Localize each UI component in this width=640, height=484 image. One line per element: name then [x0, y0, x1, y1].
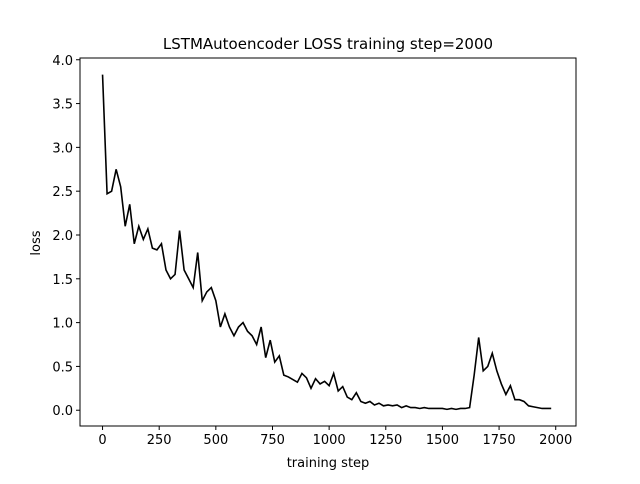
y-tick-label: 2.5 [52, 185, 73, 200]
y-tick-label: 0.5 [52, 360, 73, 375]
y-tick-label: 3.5 [52, 98, 73, 113]
y-tick-label: 0.0 [52, 404, 73, 419]
y-tick-label: 2.0 [52, 229, 73, 244]
x-tick-label: 1500 [426, 433, 459, 448]
x-tick-label: 750 [260, 433, 285, 448]
chart-title: LSTMAutoencoder LOSS training step=2000 [163, 35, 493, 53]
y-tick-label: 3.0 [52, 141, 73, 156]
y-axis-label: loss [29, 230, 44, 255]
x-tick-label: 2000 [539, 433, 572, 448]
x-axis-label: training step [287, 456, 370, 471]
x-tick-label: 250 [147, 433, 172, 448]
x-tick-label: 0 [98, 433, 106, 448]
y-tick-label: 1.5 [52, 273, 73, 288]
x-tick-label: 1000 [313, 433, 346, 448]
x-tick-label: 1250 [369, 433, 402, 448]
x-tick-label: 1750 [483, 433, 516, 448]
x-tick-label: 500 [203, 433, 228, 448]
data-line [101, 74, 552, 411]
plot-frame [79, 57, 577, 427]
y-tick-label: 1.0 [52, 317, 73, 332]
y-tick-label: 4.0 [52, 54, 73, 69]
